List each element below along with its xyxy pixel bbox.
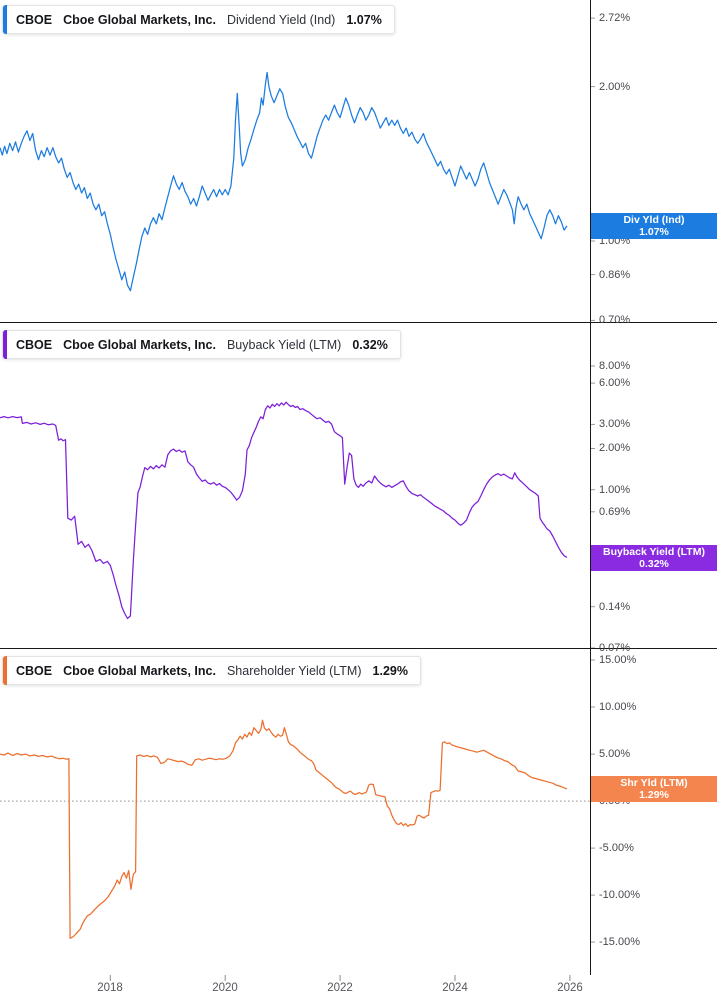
company-name: Cboe Global Markets, Inc.: [63, 12, 216, 27]
series-color-bar: [3, 330, 7, 359]
metric-name: Shareholder Yield (LTM): [226, 663, 362, 678]
company-name: Cboe Global Markets, Inc.: [63, 663, 216, 678]
company-name: Cboe Global Markets, Inc.: [63, 337, 216, 352]
metric-value: 0.32%: [352, 337, 388, 352]
badge-series-label: Div Yld (Ind): [623, 214, 685, 226]
series-color-bar: [3, 5, 7, 34]
series-line-buyback-yield: [0, 401, 568, 620]
badge-series-label: Buyback Yield (LTM): [603, 546, 705, 558]
badge-value: 1.07%: [639, 226, 669, 238]
last-value-badge-buyback-yield: Buyback Yield (LTM) 0.32%: [591, 545, 717, 571]
ticker-label: CBOE: [16, 663, 53, 678]
series-line-shareholder-yield: [0, 719, 568, 939]
series-header-buyback-yield[interactable]: CBOE Cboe Global Markets, Inc. Buyback Y…: [2, 330, 401, 359]
badge-value: 1.29%: [639, 789, 669, 801]
ticker-label: CBOE: [16, 337, 53, 352]
series-color-bar: [3, 656, 7, 685]
series-line-dividend-yield: [0, 71, 568, 292]
metric-name: Buyback Yield (LTM): [226, 337, 342, 352]
ticker-label: CBOE: [16, 12, 53, 27]
metric-name: Dividend Yield (Ind): [226, 12, 336, 27]
last-value-badge-shareholder-yield: Shr Yld (LTM) 1.29%: [591, 776, 717, 802]
badge-value: 0.32%: [639, 558, 669, 570]
series-header-dividend-yield[interactable]: CBOE Cboe Global Markets, Inc. Dividend …: [2, 5, 395, 34]
metric-value: 1.29%: [372, 663, 408, 678]
metric-value: 1.07%: [346, 12, 382, 27]
series-header-shareholder-yield[interactable]: CBOE Cboe Global Markets, Inc. Sharehold…: [2, 656, 421, 685]
last-value-badge-dividend-yield: Div Yld (Ind) 1.07%: [591, 213, 717, 239]
badge-series-label: Shr Yld (LTM): [620, 777, 688, 789]
